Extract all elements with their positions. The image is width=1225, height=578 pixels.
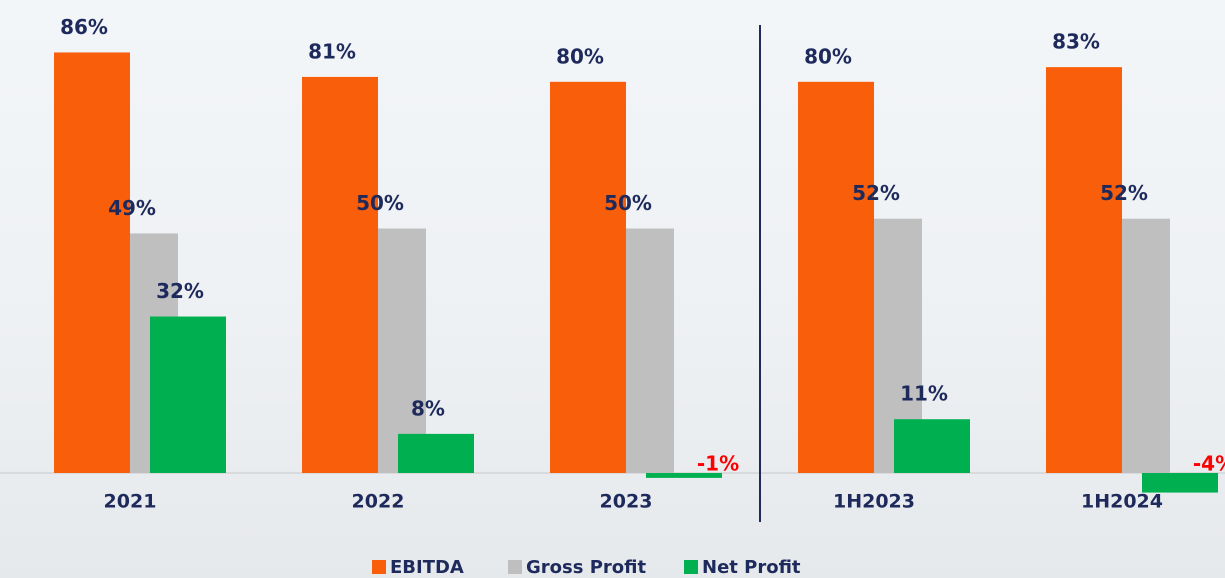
legend-swatch <box>372 560 386 574</box>
data-label: 50% <box>356 191 404 215</box>
data-label: 80% <box>804 44 852 68</box>
bar <box>150 316 226 473</box>
data-label: 11% <box>900 382 948 406</box>
data-label: 52% <box>852 181 900 205</box>
legend-label: EBITDA <box>390 557 464 578</box>
legend-label: Net Profit <box>702 557 801 578</box>
bar <box>646 473 722 478</box>
x-tick-label: 2023 <box>600 491 653 513</box>
data-label: 83% <box>1052 30 1100 54</box>
bar <box>398 433 474 473</box>
data-label: -4% <box>1193 452 1225 476</box>
data-label: 81% <box>308 39 356 63</box>
bar <box>550 81 626 474</box>
data-label: 49% <box>108 196 156 220</box>
bar <box>302 76 378 473</box>
x-tick-label: 2022 <box>352 491 405 513</box>
bar <box>894 419 970 473</box>
bar <box>798 81 874 474</box>
legend-label: Gross Profit <box>526 557 646 578</box>
data-label: 52% <box>1100 181 1148 205</box>
data-label: 86% <box>60 15 108 39</box>
data-label: 50% <box>604 191 652 215</box>
x-tick-label: 2021 <box>104 491 157 513</box>
bar <box>1046 67 1122 473</box>
data-label: 8% <box>411 396 445 420</box>
x-tick-label: 1H2024 <box>1081 491 1163 513</box>
data-label: -1% <box>697 452 739 476</box>
bar <box>1142 473 1218 493</box>
legend-swatch <box>684 560 698 574</box>
x-tick-label: 1H2023 <box>833 491 915 513</box>
data-label: 32% <box>156 279 204 303</box>
bar <box>54 52 130 474</box>
legend-swatch <box>508 560 522 574</box>
data-label: 80% <box>556 44 604 68</box>
